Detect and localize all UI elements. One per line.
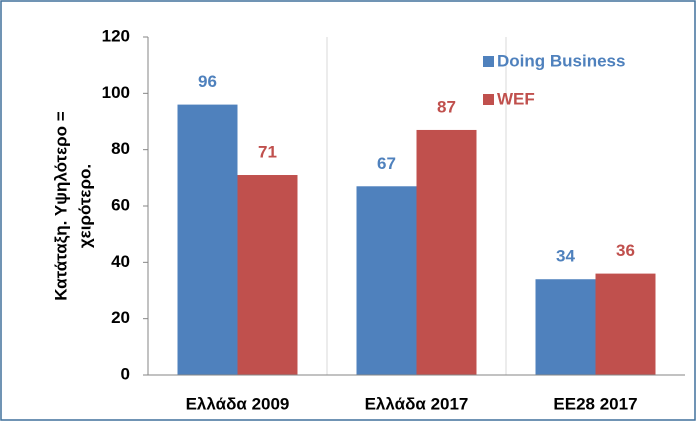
bar (177, 104, 238, 375)
data-label: 96 (198, 72, 217, 91)
data-label: 36 (616, 241, 635, 260)
y-axis-label: χειρότερο. (75, 164, 94, 248)
bar (416, 129, 477, 375)
legend-swatch (483, 94, 494, 105)
x-tick-label: ΕΕ28 2017 (553, 394, 637, 413)
data-label: 71 (258, 143, 277, 162)
bar (535, 279, 596, 375)
x-tick-label: Ελλάδα 2009 (186, 394, 290, 413)
legend-label: WEF (497, 89, 535, 108)
y-tick-label: 100 (102, 83, 130, 102)
data-label: 34 (556, 247, 575, 266)
y-tick-label: 20 (111, 308, 130, 327)
y-tick-label: 120 (102, 26, 130, 45)
y-tick-label: 0 (121, 364, 130, 383)
legend-swatch (483, 56, 494, 67)
bar (595, 273, 656, 375)
data-label: 87 (437, 97, 456, 116)
legend-label: Doing Business (497, 51, 625, 70)
x-tick-label: Ελλάδα 2017 (365, 394, 469, 413)
bar (237, 175, 298, 375)
y-tick-label: 60 (111, 195, 130, 214)
y-tick-label: 40 (111, 252, 130, 271)
bar (356, 186, 417, 375)
y-tick-label: 80 (111, 139, 130, 158)
y-axis-label: Κατάταξη. Υψηλότερο = (51, 111, 70, 301)
data-label: 67 (377, 154, 396, 173)
